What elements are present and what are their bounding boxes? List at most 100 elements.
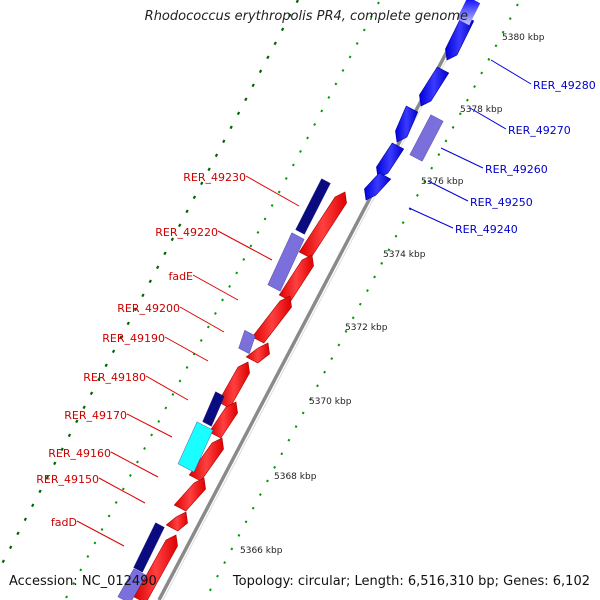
tick-mark [185, 366, 189, 369]
tick-mark [373, 275, 376, 279]
forward-gene-arrow [278, 254, 314, 302]
tick-mark [235, 271, 239, 275]
tick-mark [244, 97, 248, 102]
tick-mark [288, 13, 292, 18]
tick-mark [416, 193, 419, 197]
forward-gene-arrow [173, 477, 206, 512]
feature-block [238, 329, 256, 355]
tick-mark [258, 493, 262, 497]
tick-mark [401, 221, 405, 225]
scale-ticks [1, 0, 519, 599]
tick-mark [200, 181, 204, 186]
tick-mark [330, 357, 334, 361]
scale-label: 5372 kbp [345, 323, 388, 333]
tick-mark [89, 391, 94, 396]
tick-mark [38, 489, 42, 494]
accession-text: Accession: NC_012490 [9, 574, 157, 589]
tick-mark [444, 139, 448, 143]
tick-mark [437, 153, 441, 157]
tick-mark [230, 547, 234, 551]
tick-mark [266, 479, 269, 483]
tick-mark [136, 460, 139, 464]
reverse-strand-genes [364, 0, 481, 201]
reverse-gene-arrow [419, 66, 450, 107]
tick-mark [277, 190, 281, 194]
tick-mark [141, 293, 145, 298]
forward-gene-arrow [133, 534, 178, 600]
scale-label: 5374 kbp [383, 250, 426, 260]
gene-label-leader [427, 180, 469, 202]
tick-mark [301, 411, 305, 415]
tick-mark [270, 204, 274, 207]
tick-mark [295, 0, 299, 4]
tick-mark [348, 55, 352, 59]
tick-mark [53, 461, 57, 466]
forward-gene-arrow [245, 342, 270, 364]
forward-gene-arrow [251, 295, 292, 344]
tick-mark [273, 41, 277, 46]
tick-mark [221, 298, 224, 302]
gene-label-leader [110, 451, 159, 478]
tick-mark [362, 28, 366, 32]
tick-mark [133, 307, 138, 312]
tick-mark [377, 1, 380, 5]
tick-mark [128, 474, 132, 477]
tick-mark [111, 349, 116, 354]
gene-label-leader [98, 477, 146, 504]
scale-label: 5366 kbp [240, 546, 283, 556]
feature-block [117, 568, 147, 600]
gene-label-forward: RER_49150 [36, 473, 99, 486]
reverse-gene-arrow [376, 142, 405, 179]
gene-label-forward: RER_49230 [183, 171, 246, 184]
map-title: Rhodococcus erythropolis PR4, complete g… [144, 9, 468, 24]
tick-mark [501, 30, 505, 34]
tick-mark [65, 595, 68, 599]
tick-mark [337, 343, 341, 347]
tick-mark [263, 217, 267, 221]
forward-gene-arrow [298, 191, 347, 259]
gene-label-forward: RER_49160 [48, 447, 111, 460]
tick-mark [249, 244, 253, 248]
gene-label-leader [76, 520, 125, 547]
scale-label: 5376 kbp [421, 177, 464, 187]
feature-block [409, 114, 444, 162]
tick-mark [199, 339, 203, 342]
scale-labels: 5366 kbp 5368 kbp 5370 kbp 5372 kbp 5374 kbp… [240, 33, 545, 556]
tick-mark [23, 517, 28, 522]
tick-mark [229, 125, 233, 130]
tick-mark [79, 568, 83, 572]
tick-mark [86, 555, 90, 558]
gene-label-leader [490, 59, 532, 85]
gene-label-reverse: RER_49250 [470, 196, 533, 209]
tick-mark [31, 503, 35, 508]
tick-mark [323, 370, 327, 374]
tick-mark [334, 82, 338, 86]
tick-mark [358, 302, 362, 306]
tick-mark [178, 223, 182, 228]
tick-mark [178, 379, 182, 383]
reverse-gene-arrow [395, 105, 419, 143]
forward-strand-genes [133, 191, 347, 600]
gene-label-leader [440, 147, 484, 169]
tick-mark [251, 506, 255, 510]
gene-labels: RER_49230 RER_49220 fadE RER_49200 RER_49190… [36, 59, 596, 547]
scale-label: 5370 kbp [309, 397, 352, 407]
tick-mark [291, 163, 295, 167]
tick-mark [163, 251, 167, 256]
tick-mark [150, 433, 154, 437]
tick-mark [487, 57, 491, 61]
feature-block [202, 391, 225, 427]
tick-mark [344, 329, 348, 333]
tick-mark [494, 44, 498, 48]
tick-mark [394, 234, 398, 238]
tick-mark [306, 136, 309, 140]
tick-mark [387, 248, 391, 252]
tick-mark [192, 195, 197, 200]
tick-mark [67, 433, 72, 438]
tick-mark [473, 85, 476, 89]
gene-label-leader [179, 306, 225, 333]
tick-mark [280, 452, 284, 456]
tick-mark [237, 533, 241, 537]
tick-mark [8, 545, 13, 550]
